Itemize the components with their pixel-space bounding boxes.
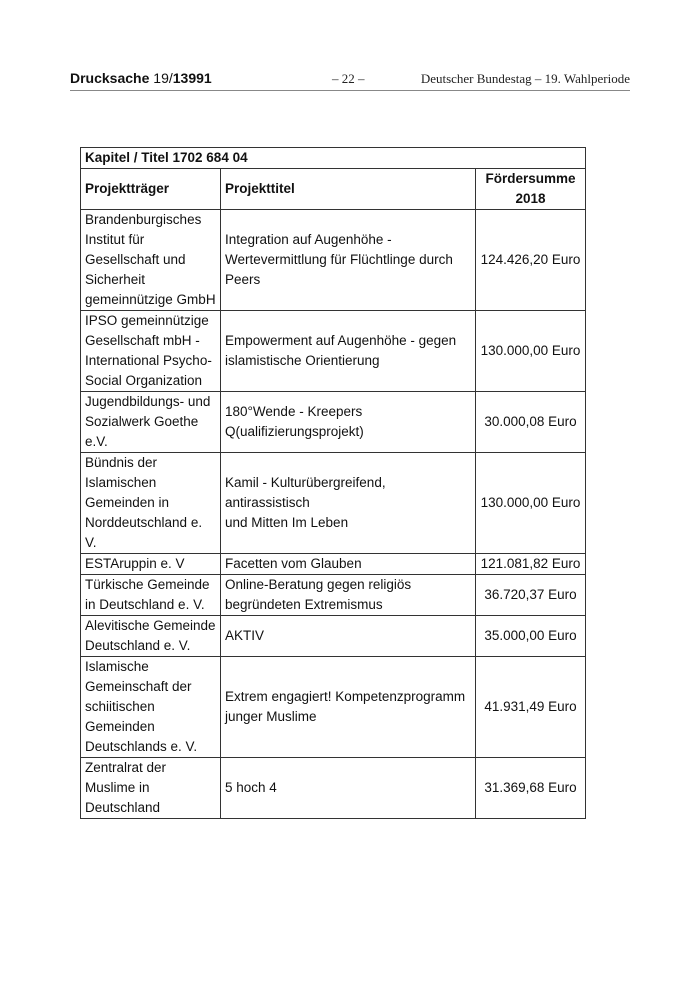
page-header: Drucksache 19/13991 – 22 – Deutscher Bun… — [70, 70, 630, 91]
table-row: Zentralrat der Muslime in Deutschland 5 h… — [80, 757, 586, 819]
table-row: Brandenburgisches Institut für Gesellsch… — [80, 209, 586, 311]
project-title-cell: 5 hoch 4 — [220, 757, 476, 819]
table-title-row: Kapitel / Titel 1702 684 04 — [80, 147, 586, 169]
funding-amount-cell: 121.081,82 Euro — [475, 553, 586, 575]
project-title-cell: AKTIV — [220, 615, 476, 657]
funding-amount-cell: 31.369,68 Euro — [475, 757, 586, 819]
column-header: Projekttitel — [220, 168, 476, 210]
table-row: IPSO gemeinnützige Gesellschaft mbH - In… — [80, 310, 586, 392]
project-title-cell: Kamil - Kulturübergreifend, antirassisti… — [220, 452, 476, 554]
project-sponsor-cell: Jugendbildungs- und Sozialwerk Goethe e.… — [80, 391, 221, 453]
page-number: – 22 – — [332, 71, 365, 86]
publisher: Deutscher Bundestag – 19. Wahlperiode — [420, 71, 630, 86]
table-row: Jugendbildungs- und Sozialwerk Goethe e.… — [80, 391, 586, 453]
project-sponsor-cell: Zentralrat der Muslime in Deutschland — [80, 757, 221, 819]
funding-amount-cell: 41.931,49 Euro — [475, 656, 586, 758]
funding-amount-cell: 130.000,00 Euro — [475, 310, 586, 392]
doc-label: Drucksache — [70, 70, 150, 86]
funding-amount-cell: 30.000,08 Euro — [475, 391, 586, 453]
funding-amount-cell: 36.720,37 Euro — [475, 574, 586, 616]
project-title-cell: Facetten vom Glauben — [220, 553, 476, 575]
project-title-cell: 180°Wende - Kreepers Q(ualifizierungspro… — [220, 391, 476, 453]
funding-amount-cell: 35.000,00 Euro — [475, 615, 586, 657]
table-row: ESTAruppin e. V Facetten vom Glauben 121.0… — [80, 553, 586, 575]
project-sponsor-cell: Türkische Gemeinde in Deutschland e. V. — [80, 574, 221, 616]
project-sponsor-cell: Alevitische Gemeinde Deutschland e. V. — [80, 615, 221, 657]
doc-num: 13991 — [172, 70, 212, 86]
doc-num-period: 19/ — [153, 70, 173, 86]
project-sponsor-cell: Brandenburgisches Institut für Gesellsch… — [80, 209, 221, 311]
project-sponsor-cell: Islamische Gemeinschaft der schiitischen… — [80, 656, 221, 758]
funding-amount-cell: 130.000,00 Euro — [475, 452, 586, 554]
document-number: Drucksache 19/13991 — [70, 70, 212, 86]
column-header: Projektträger — [80, 168, 221, 210]
project-sponsor-cell: ESTAruppin e. V — [80, 553, 221, 575]
funding-amount-cell: 124.426,20 Euro — [475, 209, 586, 311]
project-sponsor-cell: IPSO gemeinnützige Gesellschaft mbH - In… — [80, 310, 221, 392]
project-title-cell: Integration auf Augenhöhe - Wertevermitt… — [220, 209, 476, 311]
table-row: Bündnis der Islamischen Gemeinden in Nor… — [80, 452, 586, 554]
table-row: Islamische Gemeinschaft der schiitischen… — [80, 656, 586, 758]
project-title-cell: Empowerment auf Augenhöhe - gegen islami… — [220, 310, 476, 392]
table-title: Kapitel / Titel 1702 684 04 — [80, 147, 586, 169]
funding-table: Kapitel / Titel 1702 684 04 Projektträge… — [80, 147, 586, 819]
project-title-cell: Online-Beratung gegen religiös begründet… — [220, 574, 476, 616]
table-row: Türkische Gemeinde in Deutschland e. V. O… — [80, 574, 586, 616]
project-title-cell: Extrem engagiert! Kompetenzprogramm jung… — [220, 656, 476, 758]
table-row: Alevitische Gemeinde Deutschland e. V. AK… — [80, 615, 586, 657]
column-header: Fördersumme 2018 — [475, 168, 586, 210]
table-header-row: Projektträger Projekttitel Fördersumme 2… — [80, 168, 586, 210]
project-sponsor-cell: Bündnis der Islamischen Gemeinden in Nor… — [80, 452, 221, 554]
